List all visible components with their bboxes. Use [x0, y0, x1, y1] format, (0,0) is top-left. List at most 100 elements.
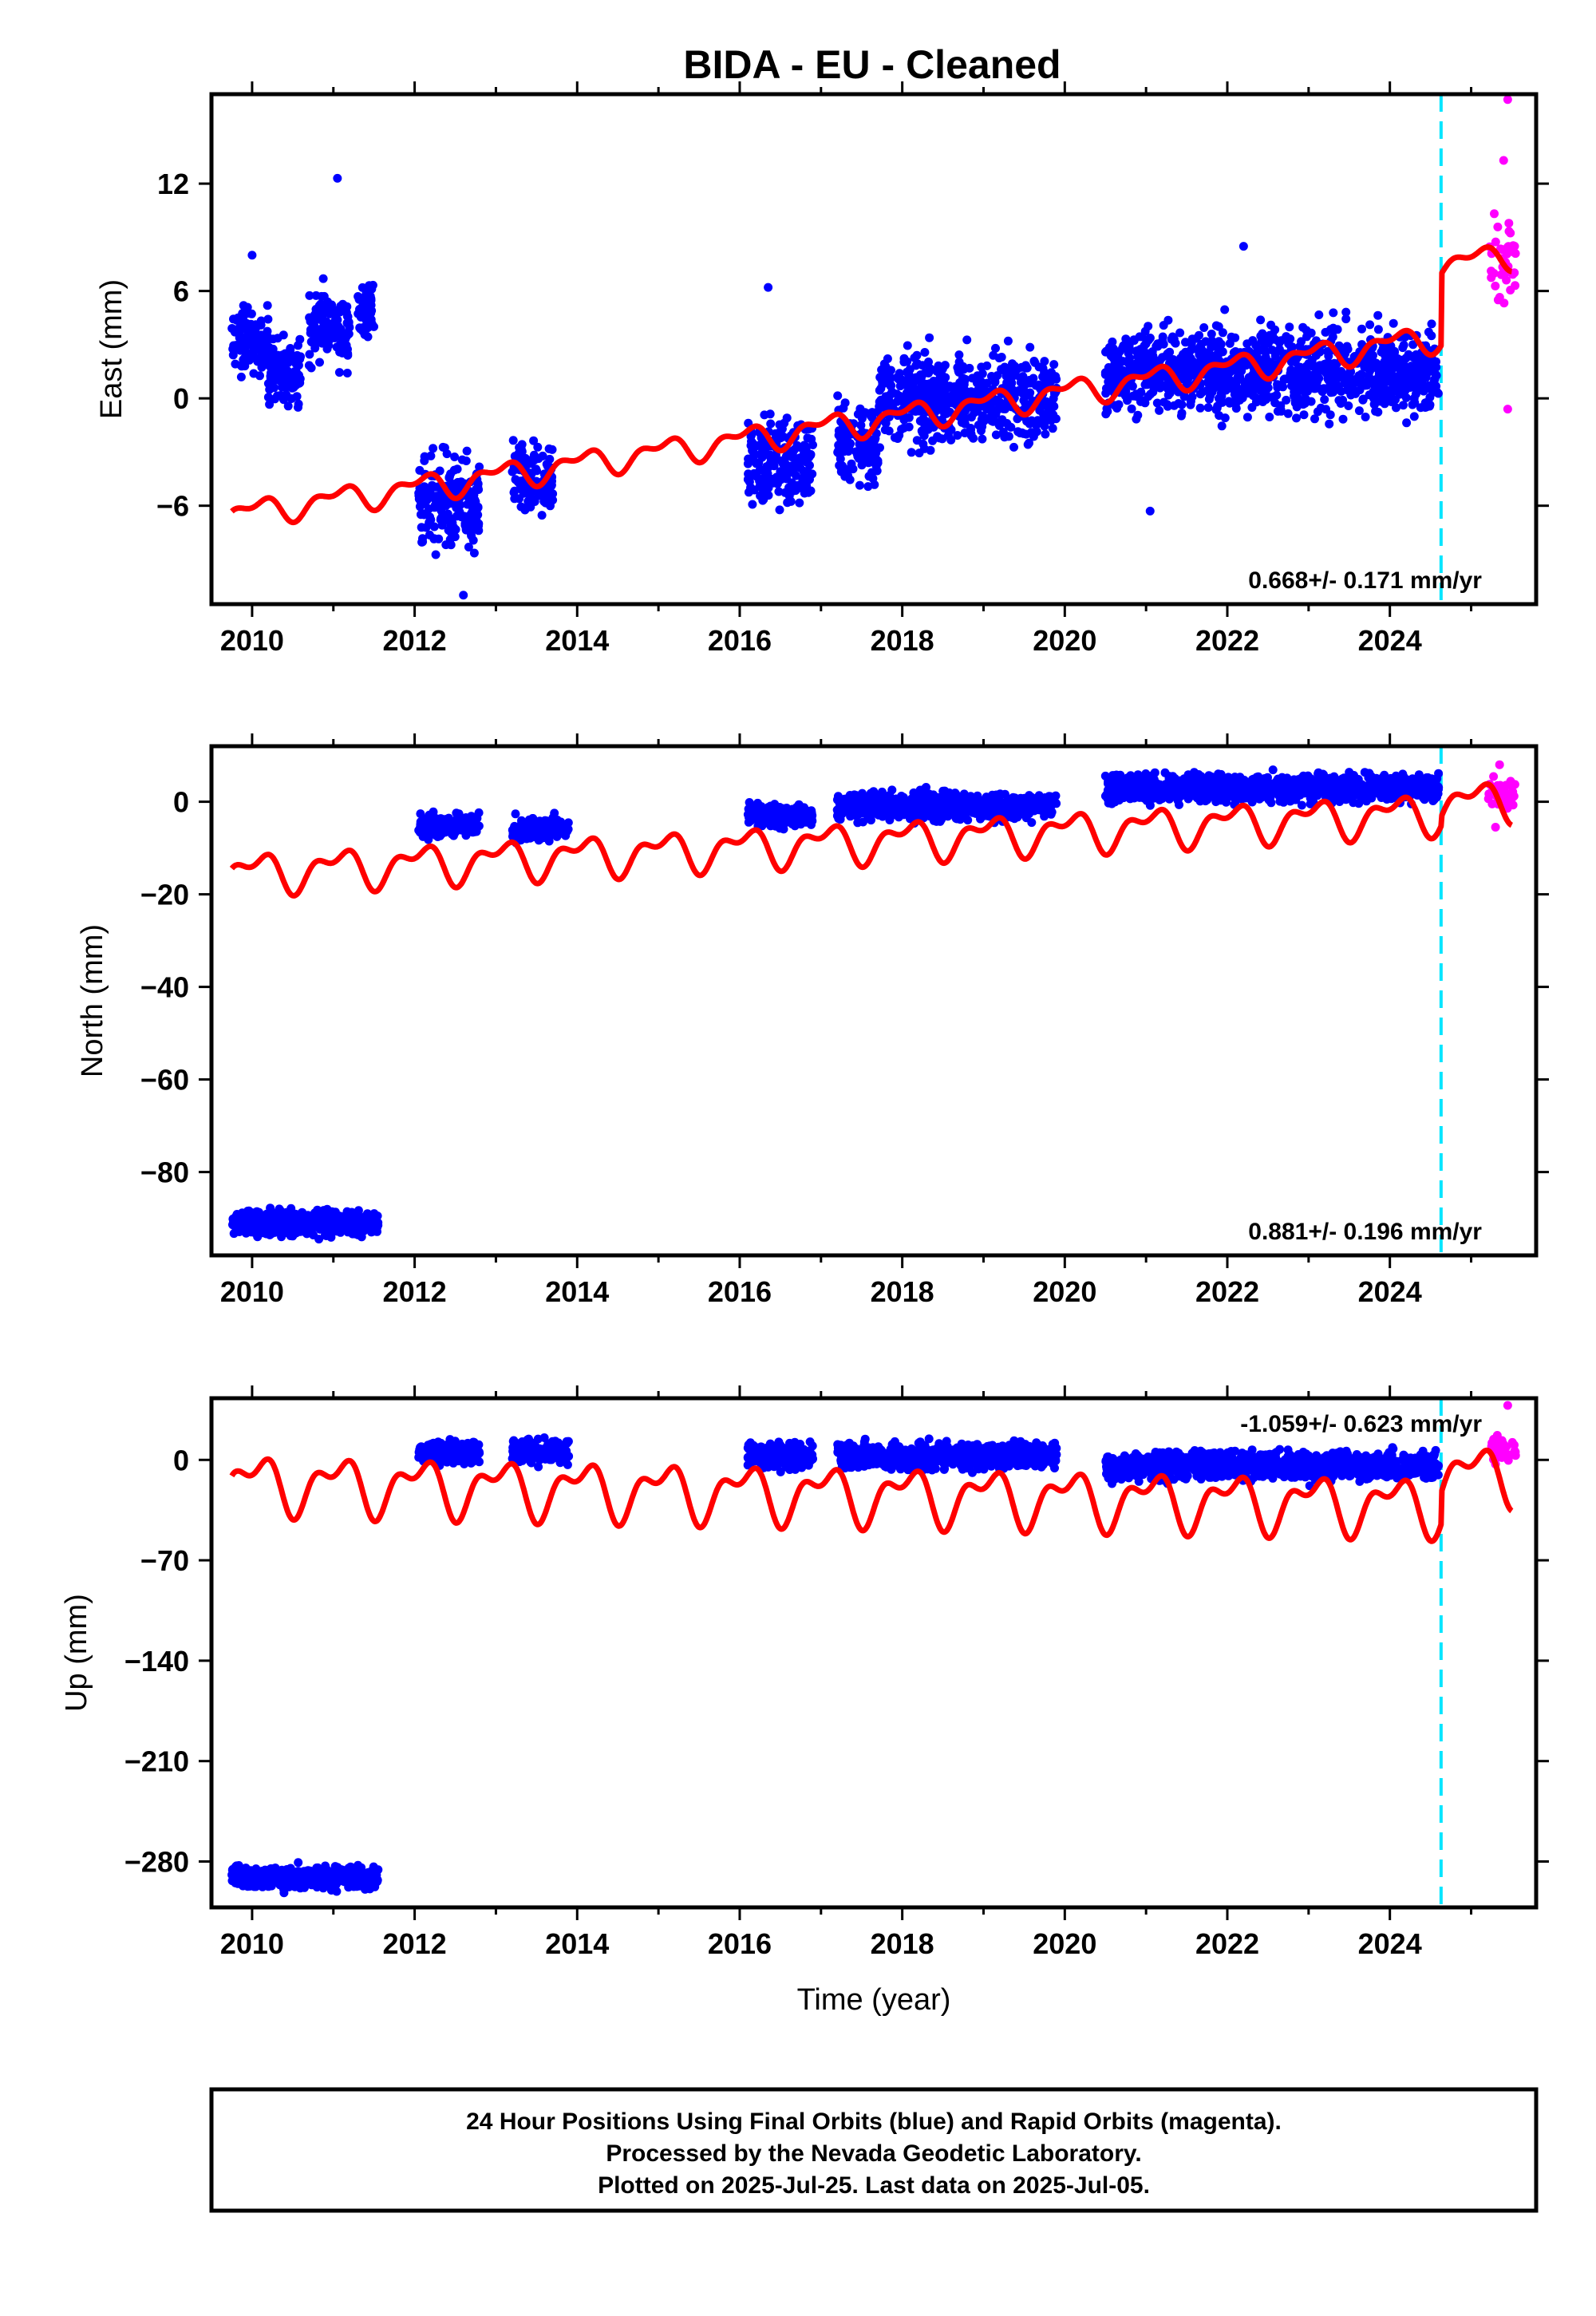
final-orbit-point — [899, 415, 909, 425]
final-orbit-point — [1027, 428, 1036, 437]
final-orbit-point — [1201, 337, 1211, 346]
final-orbit-point — [235, 328, 243, 338]
final-orbit-point — [348, 1217, 358, 1227]
final-orbit-point — [433, 832, 443, 841]
final-orbit-point — [1129, 336, 1139, 346]
final-orbit-point — [373, 1211, 382, 1221]
final-orbit-point — [1207, 342, 1216, 352]
final-orbit-point — [311, 1216, 321, 1225]
final-orbit-point — [870, 435, 879, 445]
rapid-orbit-point — [1503, 405, 1512, 414]
final-orbit-point — [230, 1215, 239, 1224]
final-orbit-point — [796, 808, 806, 817]
final-orbit-point — [1049, 360, 1059, 370]
final-orbit-point — [1032, 421, 1041, 430]
final-orbit-point — [1248, 336, 1258, 346]
final-orbit-point — [1048, 424, 1057, 433]
final-orbit-point — [946, 435, 956, 445]
final-orbit-point — [1040, 357, 1049, 366]
final-orbit-point — [883, 401, 892, 410]
figure-title: BIDA - EU - Cleaned — [683, 42, 1061, 87]
final-orbit-point — [1274, 345, 1284, 354]
final-orbit-point — [1021, 389, 1030, 398]
final-orbit-point — [282, 366, 292, 376]
final-orbit-point — [1003, 336, 1013, 346]
final-orbit-point — [1211, 405, 1221, 414]
rapid-orbit-point — [1504, 219, 1514, 228]
final-orbit-point — [1409, 412, 1419, 421]
final-orbit-point — [1402, 418, 1412, 428]
final-orbit-point — [840, 472, 850, 481]
final-orbit-point — [1047, 808, 1057, 816]
final-orbit-point — [1127, 366, 1136, 375]
final-orbit-point — [278, 350, 287, 360]
final-orbit-points — [227, 173, 1443, 600]
final-orbit-point — [1425, 400, 1435, 409]
final-orbit-point — [766, 419, 776, 429]
final-orbit-points — [228, 765, 1444, 1244]
final-orbit-point — [1416, 374, 1425, 384]
final-orbit-point — [938, 804, 947, 813]
final-orbit-point — [359, 1222, 369, 1231]
final-orbit-point — [874, 792, 883, 802]
x-tick-label: 2014 — [545, 624, 609, 657]
final-orbit-point — [460, 822, 469, 832]
final-orbit-point — [315, 314, 325, 324]
panel-2: 2010 2012 2014 2016 2018 2020 2022 2024−80−60−4… — [76, 733, 1549, 1308]
y-axis-label: East (mm) — [95, 279, 128, 419]
final-orbit-point — [464, 815, 473, 824]
final-orbit-point — [1225, 375, 1235, 385]
final-orbit-point — [443, 509, 452, 519]
final-orbit-point — [534, 491, 543, 500]
final-orbit-point — [333, 173, 342, 183]
final-orbit-point — [309, 1231, 318, 1239]
final-orbit-point — [846, 812, 855, 821]
final-orbit-point — [263, 314, 273, 324]
final-orbit-point — [771, 429, 780, 438]
final-orbit-point — [265, 400, 275, 409]
final-orbit-point — [1019, 429, 1029, 438]
x-tick-label: 2020 — [1033, 624, 1096, 657]
final-orbit-point — [1320, 395, 1329, 405]
final-orbit-point — [1010, 362, 1020, 371]
final-orbit-point — [465, 510, 475, 520]
final-orbit-point — [1203, 377, 1212, 387]
final-orbit-point — [294, 399, 303, 409]
final-orbit-point — [322, 1213, 332, 1223]
final-orbit-point — [1365, 320, 1375, 330]
final-orbit-point — [955, 386, 965, 396]
final-orbit-point — [928, 802, 938, 812]
final-orbit-point — [843, 447, 853, 456]
final-orbit-point — [1206, 370, 1215, 380]
final-orbit-point — [527, 493, 536, 503]
final-orbit-point — [305, 290, 314, 300]
final-orbit-point — [245, 349, 255, 358]
final-orbit-point — [1353, 373, 1363, 382]
final-orbit-point — [1285, 322, 1294, 332]
final-orbit-point — [343, 1227, 353, 1236]
final-orbit-point — [1396, 355, 1406, 365]
final-orbit-point — [420, 509, 429, 519]
final-orbit-point — [978, 383, 988, 393]
final-orbit-point — [1235, 393, 1245, 403]
final-orbit-point — [1334, 381, 1343, 391]
final-orbit-point — [883, 392, 892, 401]
final-orbit-point — [1276, 336, 1286, 346]
final-orbit-point — [918, 793, 926, 803]
final-orbit-point — [341, 302, 350, 311]
final-orbit-point — [994, 354, 1004, 363]
final-orbit-point — [995, 421, 1004, 430]
final-orbit-point — [925, 333, 934, 342]
final-orbit-point — [295, 354, 305, 364]
final-orbit-point — [460, 520, 470, 530]
final-orbit-point — [1163, 384, 1172, 393]
final-orbit-point — [520, 505, 530, 515]
rapid-orbit-points — [1485, 95, 1520, 414]
final-orbit-point — [1419, 386, 1428, 396]
final-orbit-point — [562, 822, 571, 831]
final-orbit-point — [968, 373, 978, 383]
final-orbit-point — [978, 422, 987, 432]
final-orbit-point — [1242, 413, 1252, 422]
final-orbit-point — [508, 436, 518, 445]
final-orbit-point — [1401, 371, 1411, 381]
